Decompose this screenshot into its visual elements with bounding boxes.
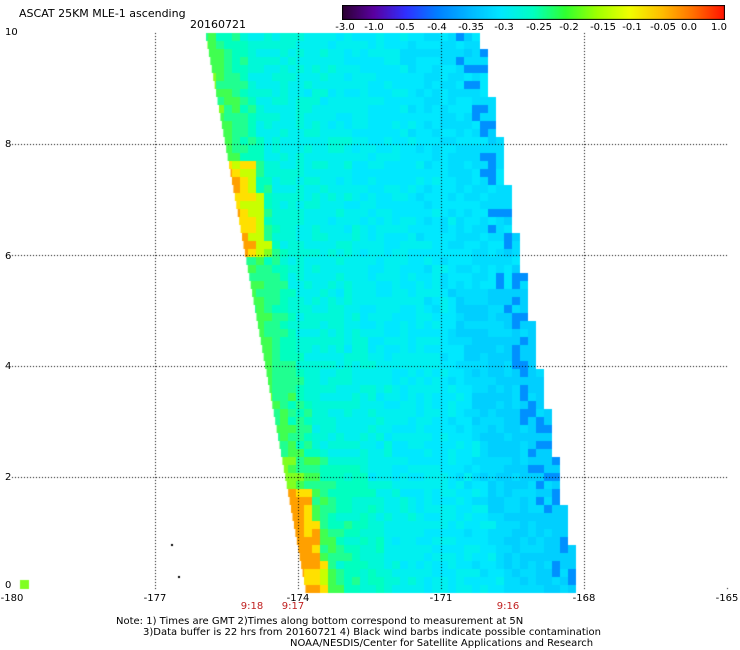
map-title: ASCAT 25KM MLE-1 ascending: [19, 7, 186, 20]
colorbar-label: -0.35: [458, 22, 484, 33]
colorbar-label: -0.1: [622, 22, 642, 33]
map-date: 20160721: [190, 18, 246, 31]
colorbar-label: -0.4: [427, 22, 447, 33]
y-tick-label: 10: [5, 27, 18, 38]
x-tick-label: -177: [143, 593, 167, 604]
colorbar: [342, 5, 725, 20]
colorbar-label: -0.25: [526, 22, 552, 33]
y-tick-label: 6: [5, 251, 12, 262]
colorbar-label: -3.0: [335, 22, 355, 33]
colorbar-label: 1.0: [711, 22, 727, 33]
x-tick-label: -174: [286, 593, 310, 604]
colorbar-label: -0.2: [559, 22, 579, 33]
colorbar-labels: -3.0 -1.0 -0.5 -0.4 -0.35 -0.3 -0.25 -0.…: [0, 22, 740, 38]
y-tick-label: 8: [5, 139, 12, 150]
colorbar-label: -1.0: [364, 22, 384, 33]
y-tick-label: 4: [5, 361, 12, 372]
colorbar-label: 0.0: [681, 22, 697, 33]
y-tick-label: 2: [5, 472, 12, 483]
x-tick-label: -171: [429, 593, 453, 604]
pass-time-label: 9:17: [281, 601, 305, 612]
colorbar-label: -0.5: [395, 22, 415, 33]
colorbar-label: -0.05: [650, 22, 676, 33]
pass-time-label: 9:18: [240, 601, 264, 612]
colorbar-label: -0.15: [590, 22, 616, 33]
x-tick-label: -168: [572, 593, 596, 604]
x-tick-label: -180: [0, 593, 24, 604]
note-line-1: Note: 1) Times are GMT 2)Times along bot…: [116, 616, 524, 627]
x-tick-label: -165: [715, 593, 739, 604]
y-tick-label: 0: [5, 580, 12, 591]
credit-line: NOAA/NESDIS/Center for Satellite Applica…: [290, 638, 594, 649]
note-line-2: 3)Data buffer is 22 hrs from 20160721 4)…: [143, 627, 601, 638]
pass-time-label: 9:16: [496, 601, 520, 612]
colorbar-label: -0.3: [494, 22, 514, 33]
